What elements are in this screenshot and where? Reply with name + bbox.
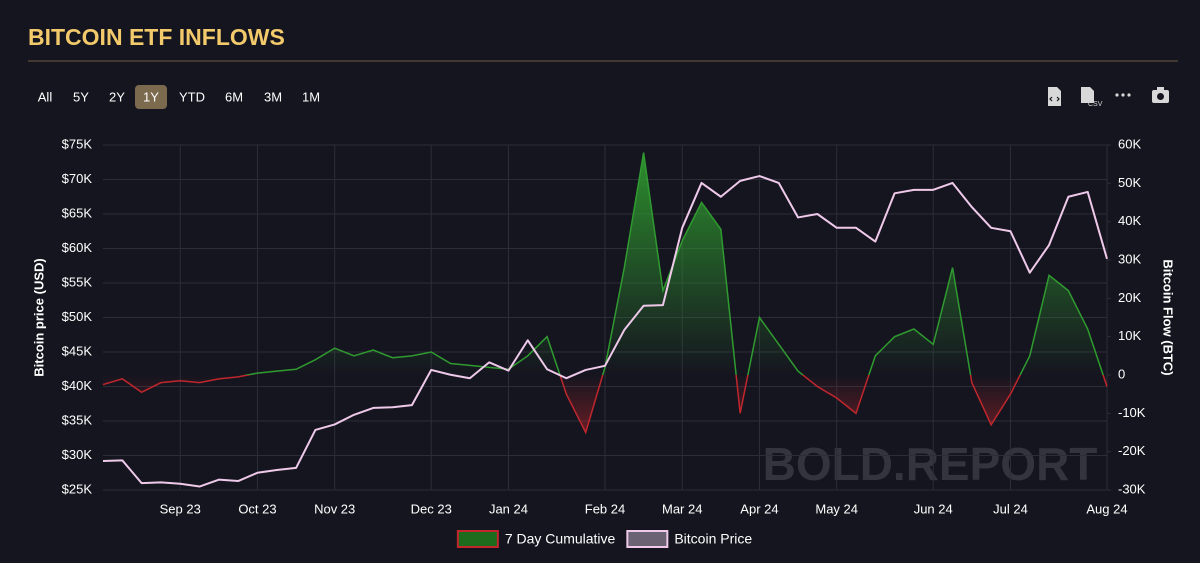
range-button[interactable]: 6M xyxy=(225,89,243,104)
range-button[interactable]: 1M xyxy=(302,89,320,104)
range-button[interactable]: 2Y xyxy=(109,89,125,104)
y-tick-label: $45K xyxy=(62,343,93,358)
x-tick-label: Apr 24 xyxy=(740,501,778,516)
y-tick-label: $50K xyxy=(62,309,93,324)
y2-tick-label: 0 xyxy=(1118,366,1125,381)
x-tick-label: Jul 24 xyxy=(993,501,1028,516)
page-title: BITCOIN ETF INFLOWS xyxy=(28,24,285,50)
flow-line xyxy=(102,152,1108,435)
y2-tick-label: 40K xyxy=(1118,213,1141,228)
range-button[interactable]: 5Y xyxy=(73,89,89,104)
y-tick-label: $60K xyxy=(62,240,93,255)
legend-swatch[interactable] xyxy=(626,530,669,548)
y-axis-title: Bitcoin price (USD) xyxy=(31,258,46,376)
y2-tick-label: -10K xyxy=(1118,405,1146,420)
price-line xyxy=(102,175,1108,488)
y-tick-label: $25K xyxy=(62,481,93,496)
more-icon[interactable] xyxy=(1115,93,1131,97)
y-tick-label: $30K xyxy=(62,447,93,462)
x-tick-label: Jun 24 xyxy=(914,501,953,516)
y2-tick-label: 60K xyxy=(1118,136,1141,151)
x-tick-label: Aug 24 xyxy=(1086,501,1127,516)
watermark: BOLD.REPORT xyxy=(763,438,1098,490)
y-tick-label: $70K xyxy=(62,171,93,186)
y2-tick-label: -30K xyxy=(1118,481,1146,496)
x-tick-label: May 24 xyxy=(815,501,858,516)
camera-icon[interactable] xyxy=(1152,87,1169,103)
legend-label[interactable]: 7 Day Cumulative xyxy=(505,531,616,547)
legend-swatch[interactable] xyxy=(456,530,499,548)
range-button[interactable]: 3M xyxy=(264,89,282,104)
x-tick-label: Nov 23 xyxy=(314,501,355,516)
y-tick-label: $65K xyxy=(62,205,93,220)
y2-tick-label: 30K xyxy=(1118,251,1141,266)
range-button[interactable]: YTD xyxy=(179,89,205,104)
y2-tick-label: 10K xyxy=(1118,328,1141,343)
y2-tick-label: -20K xyxy=(1118,443,1146,458)
y2-tick-label: 20K xyxy=(1118,290,1141,305)
x-tick-label: Oct 23 xyxy=(238,501,276,516)
embed-icon[interactable] xyxy=(1048,87,1061,106)
y2-tick-label: 50K xyxy=(1118,175,1141,190)
x-tick-label: Mar 24 xyxy=(662,501,702,516)
csv-icon[interactable]: CSV xyxy=(1081,87,1103,108)
toolbar-icons: CSV xyxy=(1048,87,1169,108)
legend-label[interactable]: Bitcoin Price xyxy=(674,531,752,547)
y-tick-label: $40K xyxy=(62,378,93,393)
y-tick-label: $75K xyxy=(62,136,93,151)
range-button-selected[interactable] xyxy=(135,85,167,109)
range-button[interactable]: 1Y xyxy=(143,89,159,104)
y-tick-label: $55K xyxy=(62,274,93,289)
legend: 7 Day Cumulative Bitcoin Price xyxy=(456,530,752,548)
y2-axis-title: Bitcoin Flow (BTC) xyxy=(1161,259,1176,375)
x-tick-label: Dec 23 xyxy=(411,501,452,516)
flow-area xyxy=(103,152,1107,433)
y-tick-label: $35K xyxy=(62,412,93,427)
x-tick-label: Feb 24 xyxy=(585,501,625,516)
x-tick-label: Sep 23 xyxy=(160,501,201,516)
x-tick-label: Jan 24 xyxy=(489,501,528,516)
csv-label: CSV xyxy=(1088,101,1103,108)
range-button[interactable]: All xyxy=(38,89,53,104)
